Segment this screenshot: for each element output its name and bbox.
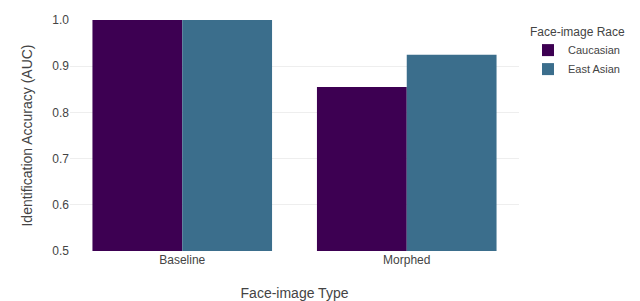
- svg-text:Face-image Type: Face-image Type: [241, 285, 349, 301]
- svg-text:Baseline: Baseline: [159, 253, 205, 267]
- svg-text:0.6: 0.6: [52, 198, 69, 212]
- svg-text:0.9: 0.9: [52, 59, 69, 73]
- svg-text:Face-image Race: Face-image Race: [530, 25, 625, 39]
- svg-text:East Asian: East Asian: [568, 63, 620, 75]
- svg-text:1.0: 1.0: [52, 13, 69, 27]
- svg-text:Caucasian: Caucasian: [568, 44, 620, 56]
- svg-text:Identification Accuracy (AUC): Identification Accuracy (AUC): [19, 44, 35, 226]
- svg-text:0.8: 0.8: [52, 106, 69, 120]
- svg-text:0.5: 0.5: [52, 244, 69, 258]
- svg-text:0.7: 0.7: [52, 152, 69, 166]
- svg-text:Morphed: Morphed: [383, 253, 430, 267]
